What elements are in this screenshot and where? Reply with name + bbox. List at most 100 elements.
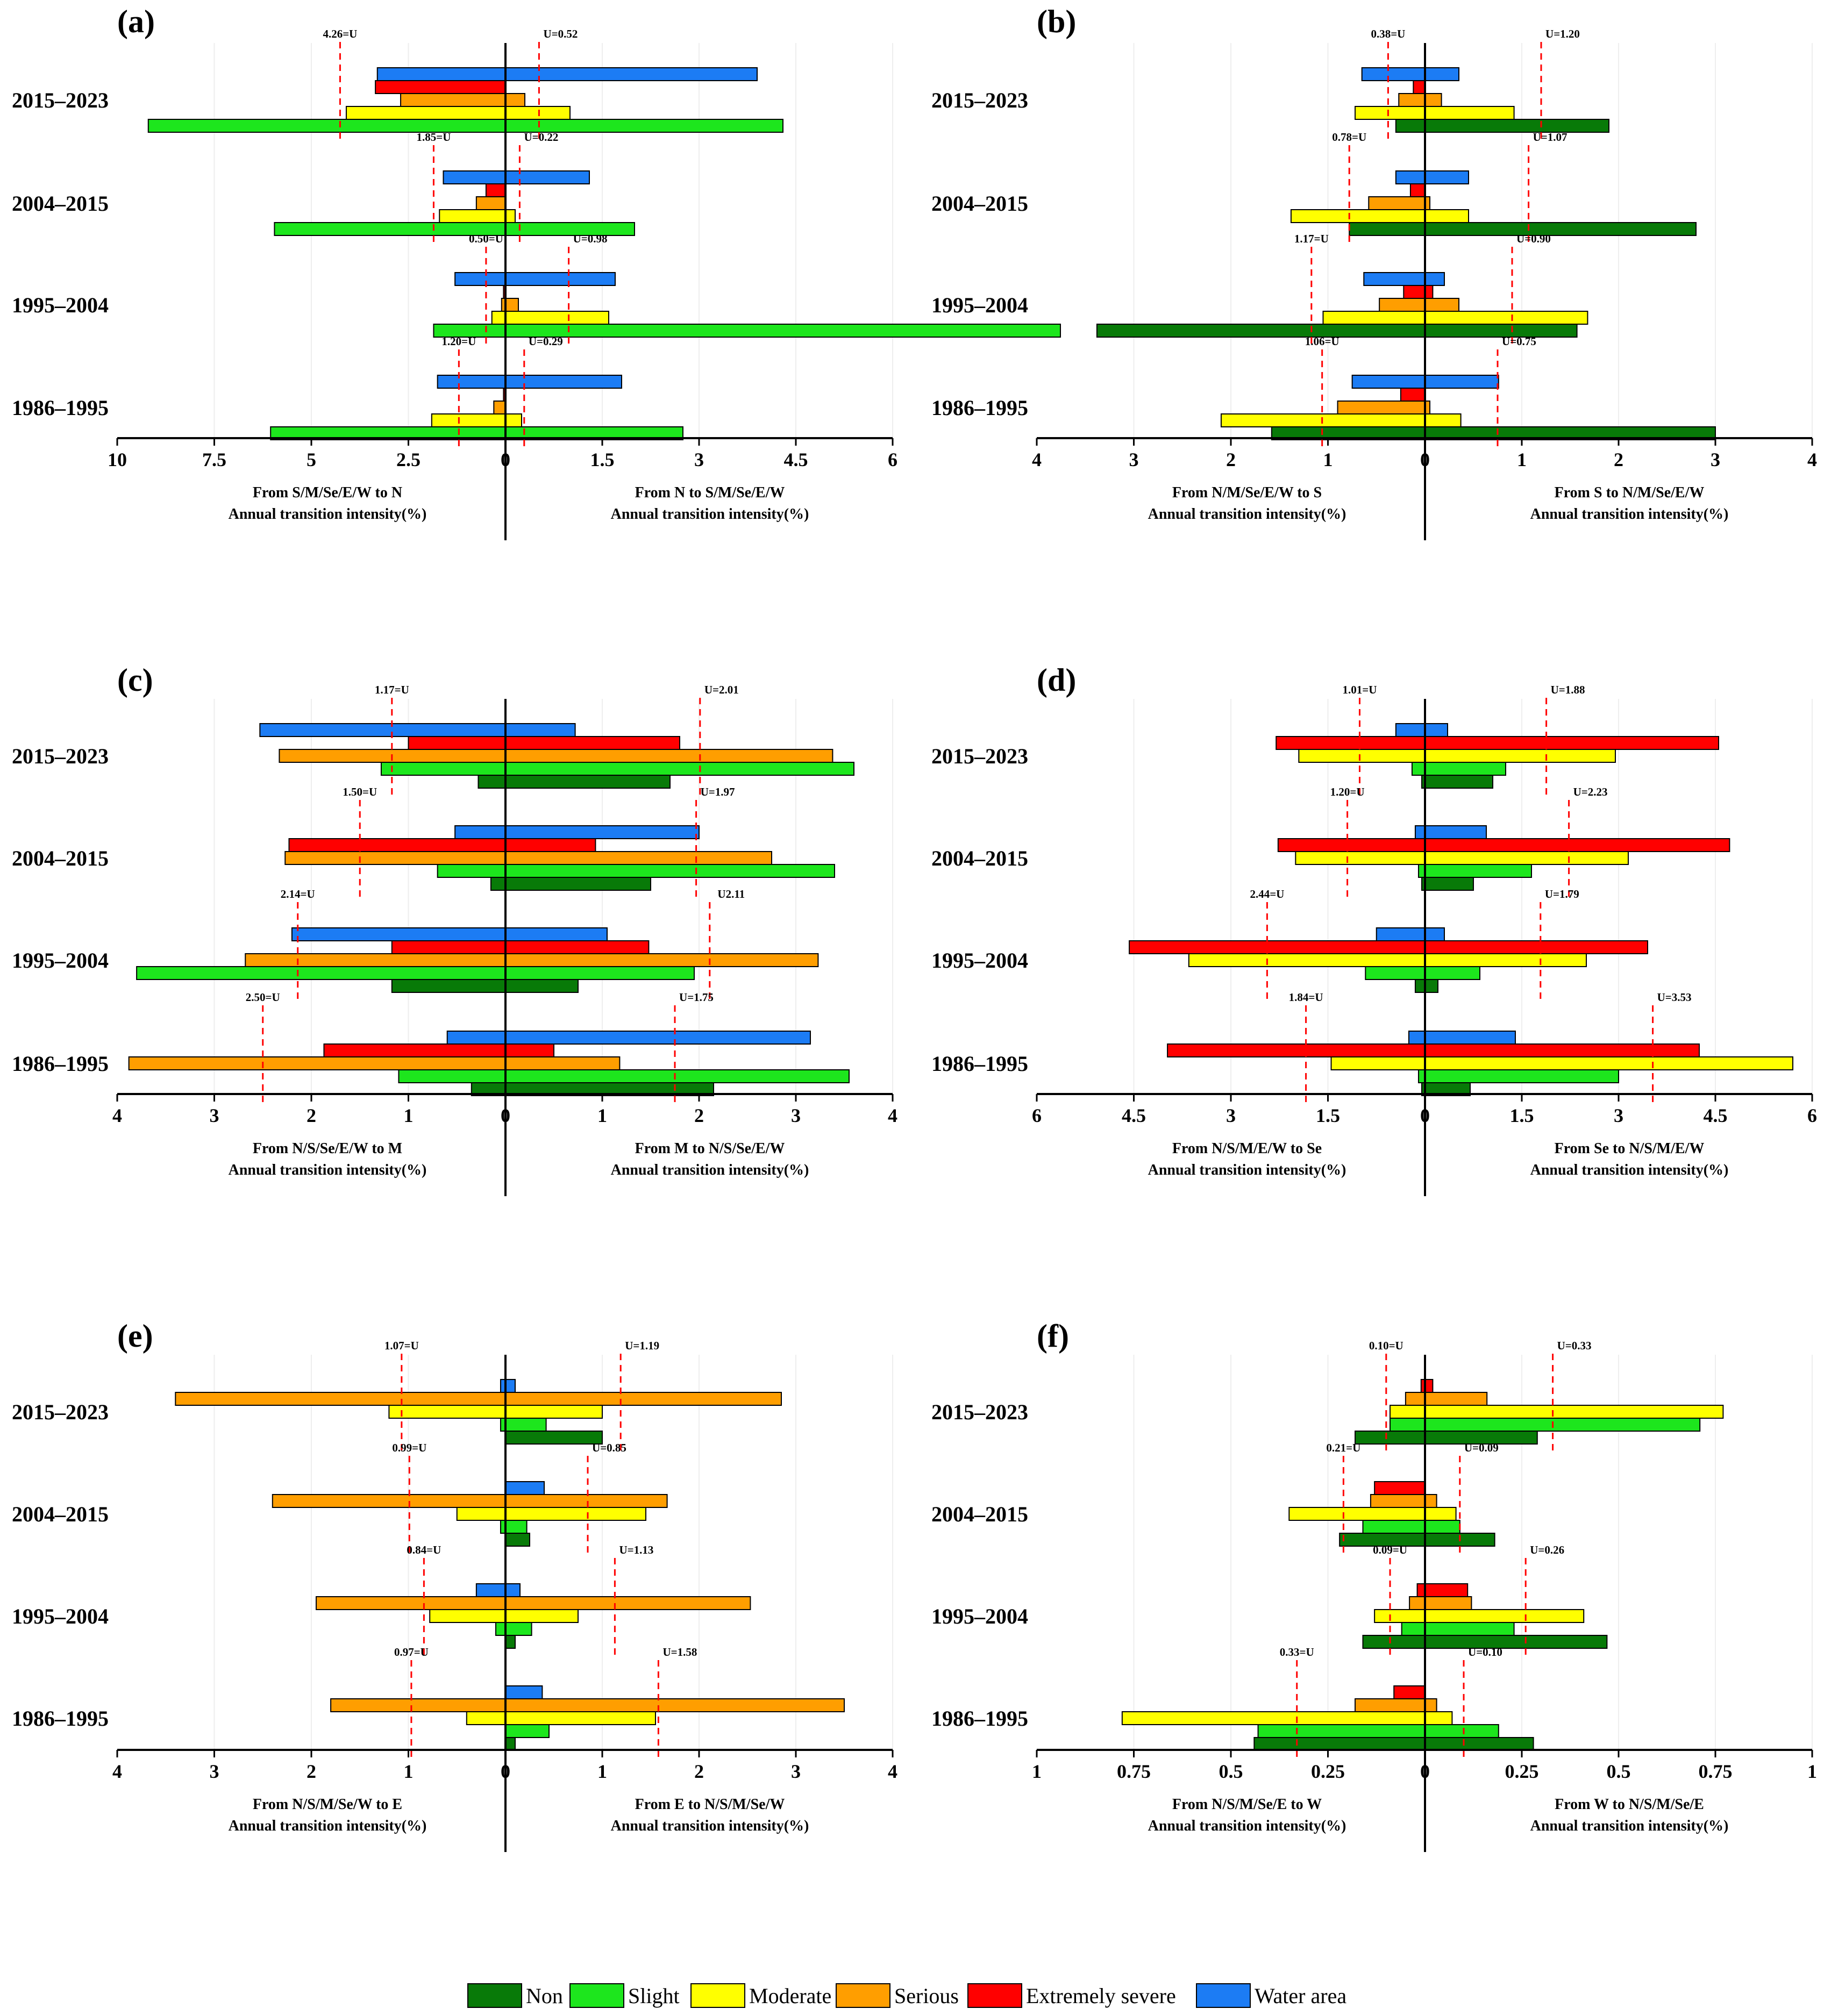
uniform-label-left: 0.33=U: [1280, 1646, 1314, 1658]
x-tick-label: 3: [791, 1105, 801, 1126]
bar-left-moderate: [429, 1609, 507, 1623]
bar-right-serious: [1424, 298, 1459, 312]
legend-swatch: [1196, 1983, 1251, 2008]
right-caption-line-2: Annual transition intensity(%): [611, 1818, 809, 1834]
bar-right-non: [1424, 222, 1697, 236]
bar-right-extremely-severe: [1424, 1583, 1469, 1597]
x-tick-label: 6: [888, 449, 897, 470]
bar-right-water-area: [1424, 723, 1448, 737]
x-tick-label: 4.5: [784, 449, 808, 470]
bar-left-slight: [136, 966, 507, 980]
uniform-label-left: 0.38=U: [1371, 27, 1405, 40]
bar-left-extremely-severe: [1277, 838, 1426, 852]
uniform-label-right: U=1.79: [1545, 888, 1579, 900]
uniform-label-right: U=3.53: [1657, 991, 1692, 1004]
bar-left-moderate: [345, 106, 506, 120]
bar-left-moderate: [1374, 1609, 1426, 1623]
bar-left-water-area: [1361, 67, 1426, 81]
period-label: 2004–2015: [931, 191, 1028, 216]
bar-right-slight: [505, 1418, 547, 1432]
bar-left-serious: [1368, 196, 1426, 210]
panel-d: (d) 2015–2023 1.01=U U=1.88 2004–2015 1.20=U U…: [931, 662, 1817, 1196]
right-caption-line-2: Annual transition intensity(%): [611, 506, 809, 523]
bar-left-moderate: [1121, 1711, 1426, 1725]
x-tick-label: 2: [1614, 449, 1623, 470]
left-caption-line-2: Annual transition intensity(%): [229, 506, 427, 523]
bar-right-slight: [505, 966, 695, 980]
bar-right-moderate: [1424, 1405, 1724, 1419]
uniform-label-left: 2.50=U: [246, 991, 280, 1004]
bar-right-slight: [505, 1069, 850, 1083]
uniform-label-right: U=0.09: [1464, 1441, 1499, 1454]
x-tick-label: 0.25: [1505, 1761, 1539, 1782]
uniform-label-left: 2.44=U: [1250, 888, 1284, 900]
bar-left-extremely-severe: [1416, 1583, 1426, 1597]
uniform-label-left: 1.07=U: [384, 1339, 419, 1352]
bar-left-extremely-severe: [485, 183, 507, 197]
bar-right-extremely-severe: [1424, 285, 1434, 299]
panel-label: (d): [1037, 662, 1076, 698]
bar-left-non: [391, 979, 506, 993]
x-tick-label: 0.75: [1699, 1761, 1733, 1782]
x-tick-label: 3: [1129, 449, 1139, 470]
bar-left-moderate: [431, 413, 506, 427]
bar-left-moderate: [1298, 749, 1426, 763]
bar-right-slight: [1424, 966, 1480, 980]
x-tick-label: 4.5: [1122, 1105, 1146, 1126]
bar-left-serious: [128, 1056, 507, 1070]
bar-left-water-area: [1395, 170, 1426, 184]
left-caption-line-2: Annual transition intensity(%): [229, 1818, 427, 1834]
bar-left-slight: [398, 1069, 507, 1083]
x-tick-label: 3: [694, 449, 704, 470]
bar-right-moderate: [1424, 209, 1469, 223]
bar-left-serious: [493, 401, 507, 414]
period-label: 2004–2015: [12, 846, 109, 870]
bar-right-non: [505, 1635, 516, 1649]
x-tick-label: 0.75: [1117, 1761, 1151, 1782]
x-tick-label: 3: [791, 1761, 801, 1782]
uniform-label-right: U=2.23: [1573, 785, 1608, 798]
left-caption-line-1: From N/S/Se/E/W to M: [253, 1140, 402, 1157]
legend-swatch: [690, 1983, 745, 2008]
legend-label: Slight: [628, 1984, 680, 2008]
bar-left-moderate: [466, 1711, 506, 1725]
left-caption-line-2: Annual transition intensity(%): [1148, 1818, 1346, 1834]
bar-right-extremely-severe: [505, 838, 596, 852]
x-tick-label: 10: [108, 449, 127, 470]
bar-right-extremely-severe: [1424, 1379, 1434, 1393]
left-caption-line-1: From N/S/M/Se/E to W: [1172, 1796, 1322, 1813]
uniform-label-right: U=1.75: [679, 991, 714, 1004]
bar-left-serious: [284, 851, 506, 865]
bar-right-serious: [505, 1698, 845, 1712]
bar-right-extremely-severe: [505, 1043, 554, 1057]
bar-left-moderate: [439, 209, 507, 223]
bar-right-slight: [505, 222, 635, 236]
legend-label: Serious: [894, 1984, 959, 2008]
uniform-label-left: 1.50=U: [343, 785, 377, 798]
bar-left-extremely-severe: [375, 80, 506, 94]
bar-right-serious: [1424, 93, 1442, 107]
bar-left-moderate: [388, 1405, 507, 1419]
uniform-label-left: 1.17=U: [375, 683, 409, 696]
uniform-label-right: U=0.52: [543, 27, 578, 40]
bar-right-water-area: [505, 67, 758, 81]
bar-left-extremely-severe: [1409, 183, 1426, 197]
bar-right-serious: [505, 953, 819, 967]
bar-left-extremely-severe: [1167, 1043, 1426, 1057]
x-tick-label: 4: [112, 1105, 122, 1126]
left-caption-line-2: Annual transition intensity(%): [229, 1162, 427, 1178]
bar-right-water-area: [1424, 1031, 1516, 1045]
bar-left-serious: [1409, 1596, 1426, 1610]
uniform-label-left: 1.84=U: [1289, 991, 1323, 1004]
x-tick-label: 4: [1807, 449, 1817, 470]
x-tick-label: 1: [1517, 449, 1527, 470]
x-tick-label: 3: [1711, 449, 1720, 470]
bar-right-water-area: [505, 1031, 811, 1045]
bar-right-non: [1424, 1737, 1534, 1751]
panel-f: (f) 2015–2023 0.10=U U=0.33 2004–2015 0.21=U U…: [931, 1318, 1817, 1852]
bar-left-slight: [1401, 1622, 1426, 1636]
legend-item-moderate: Moderate: [690, 1983, 831, 2008]
period-label: 1986–1995: [931, 396, 1028, 420]
bar-right-water-area: [505, 375, 622, 389]
bar-right-moderate: [1424, 851, 1629, 865]
